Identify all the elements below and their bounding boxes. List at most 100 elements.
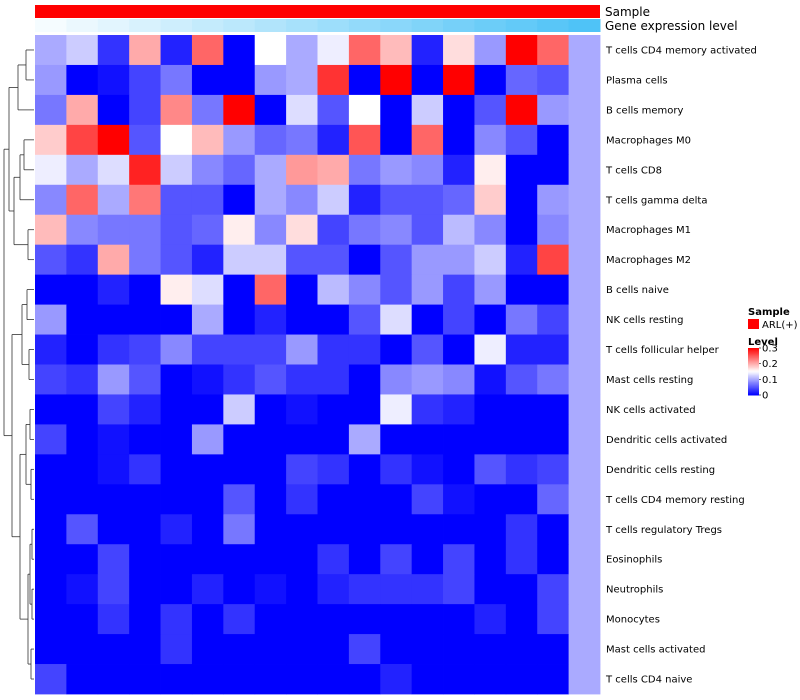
heatmap-cell [474,94,507,126]
heatmap-cell [505,124,538,156]
heatmap-cell [380,184,413,216]
heatmap-cell [474,484,507,515]
heatmap-cell [35,364,67,395]
heatmap-cell [443,334,475,365]
heatmap-cell [223,64,256,96]
heatmap-cell [254,94,287,126]
heatmap-cell [505,364,538,395]
heatmap-cell [317,574,350,605]
heatmap-cell [254,574,287,605]
heatmap-cell [286,94,318,126]
heatmap-cell [97,94,130,126]
heatmap-cell [66,244,99,276]
heatmap-cell [129,334,161,365]
heatmap-cell [568,154,601,186]
heatmap-cell [348,94,381,126]
heatmap-cell [317,664,350,695]
annotation-track-gene-expression-cell [223,19,256,32]
legend-gradient-step [748,392,759,395]
heatmap-cell [35,334,67,365]
heatmap-cell [317,454,350,485]
heatmap-cell [160,154,193,186]
heatmap-cell [129,364,161,395]
annotation-track-gene-expression-cell [35,19,67,32]
heatmap-cell [223,184,256,216]
heatmap-cell [286,424,318,455]
legend-tick-label: 0.2 [762,359,778,370]
heatmap-cell [286,274,318,305]
heatmap-cell [97,604,130,635]
heatmap-cell [160,334,193,365]
row-label: NK cells activated [606,405,696,416]
heatmap-cell [537,574,570,605]
heatmap-cell [474,604,507,635]
row-label: T cells CD8 [605,165,662,176]
heatmap-cell [223,424,256,455]
legend-gradient-step [748,373,759,376]
annotation-track-sample [35,5,600,18]
heatmap-cell [35,124,67,156]
heatmap-cell [411,334,444,365]
heatmap-cell [380,634,413,665]
row-label: T cells CD4 naive [605,675,692,686]
heatmap-cell [35,394,67,425]
heatmap-cell [191,94,224,126]
heatmap-cell [317,244,350,276]
heatmap-cell [505,484,538,515]
heatmap-cell [443,544,475,575]
legend-gradient-step [748,387,759,390]
heatmap-cell [537,454,570,485]
heatmap-cell [348,334,381,365]
heatmap-cell [66,604,99,635]
heatmap-cell [348,394,381,425]
heatmap-cell [443,274,475,305]
heatmap-cell [191,424,224,455]
legend-gradient-step [748,365,759,368]
heatmap-cell [35,214,67,246]
heatmap-cell [474,244,507,276]
heatmap-cell [66,664,99,695]
heatmap-cell [97,574,130,605]
heatmap-cell [286,64,318,96]
heatmap-cell [505,334,538,365]
heatmap-cell [348,424,381,455]
annotation-track-gene-expression-cell [380,19,413,32]
heatmap-cell [129,484,161,515]
heatmap-cell [317,604,350,635]
heatmap-cell [443,514,475,545]
heatmap-cell [411,274,444,305]
heatmap-cell [66,484,99,515]
heatmap-cell [66,544,99,575]
heatmap-cell [537,544,570,575]
row-label: Neutrophils [606,585,663,596]
heatmap-cell [97,394,130,425]
heatmap-cell [191,544,224,575]
heatmap-cell [443,35,475,66]
heatmap-cell [191,35,224,66]
row-labels: T cells CD4 memory activated Plasma cells… [605,45,757,685]
heatmap-cell [129,514,161,545]
legend-gradient-step [748,349,759,351]
heatmap-cell [537,154,570,186]
heatmap-cell [348,544,381,575]
heatmap-cell [317,64,350,96]
heatmap-cell [348,184,381,216]
heatmap-cell [223,214,256,246]
heatmap-cell [286,634,318,665]
heatmap-cell [160,484,193,515]
heatmap-cell [380,454,413,485]
heatmap-cell [317,124,350,156]
heatmap-cell [223,154,256,186]
heatmap-cell [568,244,601,276]
heatmap-cell [129,454,161,485]
heatmap-cell [254,544,287,575]
heatmap-cell [35,154,67,186]
heatmap-cell [129,244,161,276]
heatmap-cell [223,334,256,365]
heatmap-cell [505,664,538,695]
heatmap-cell [474,514,507,545]
row-label: T cells CD4 memory resting [605,495,745,506]
heatmap-cell [35,634,67,665]
